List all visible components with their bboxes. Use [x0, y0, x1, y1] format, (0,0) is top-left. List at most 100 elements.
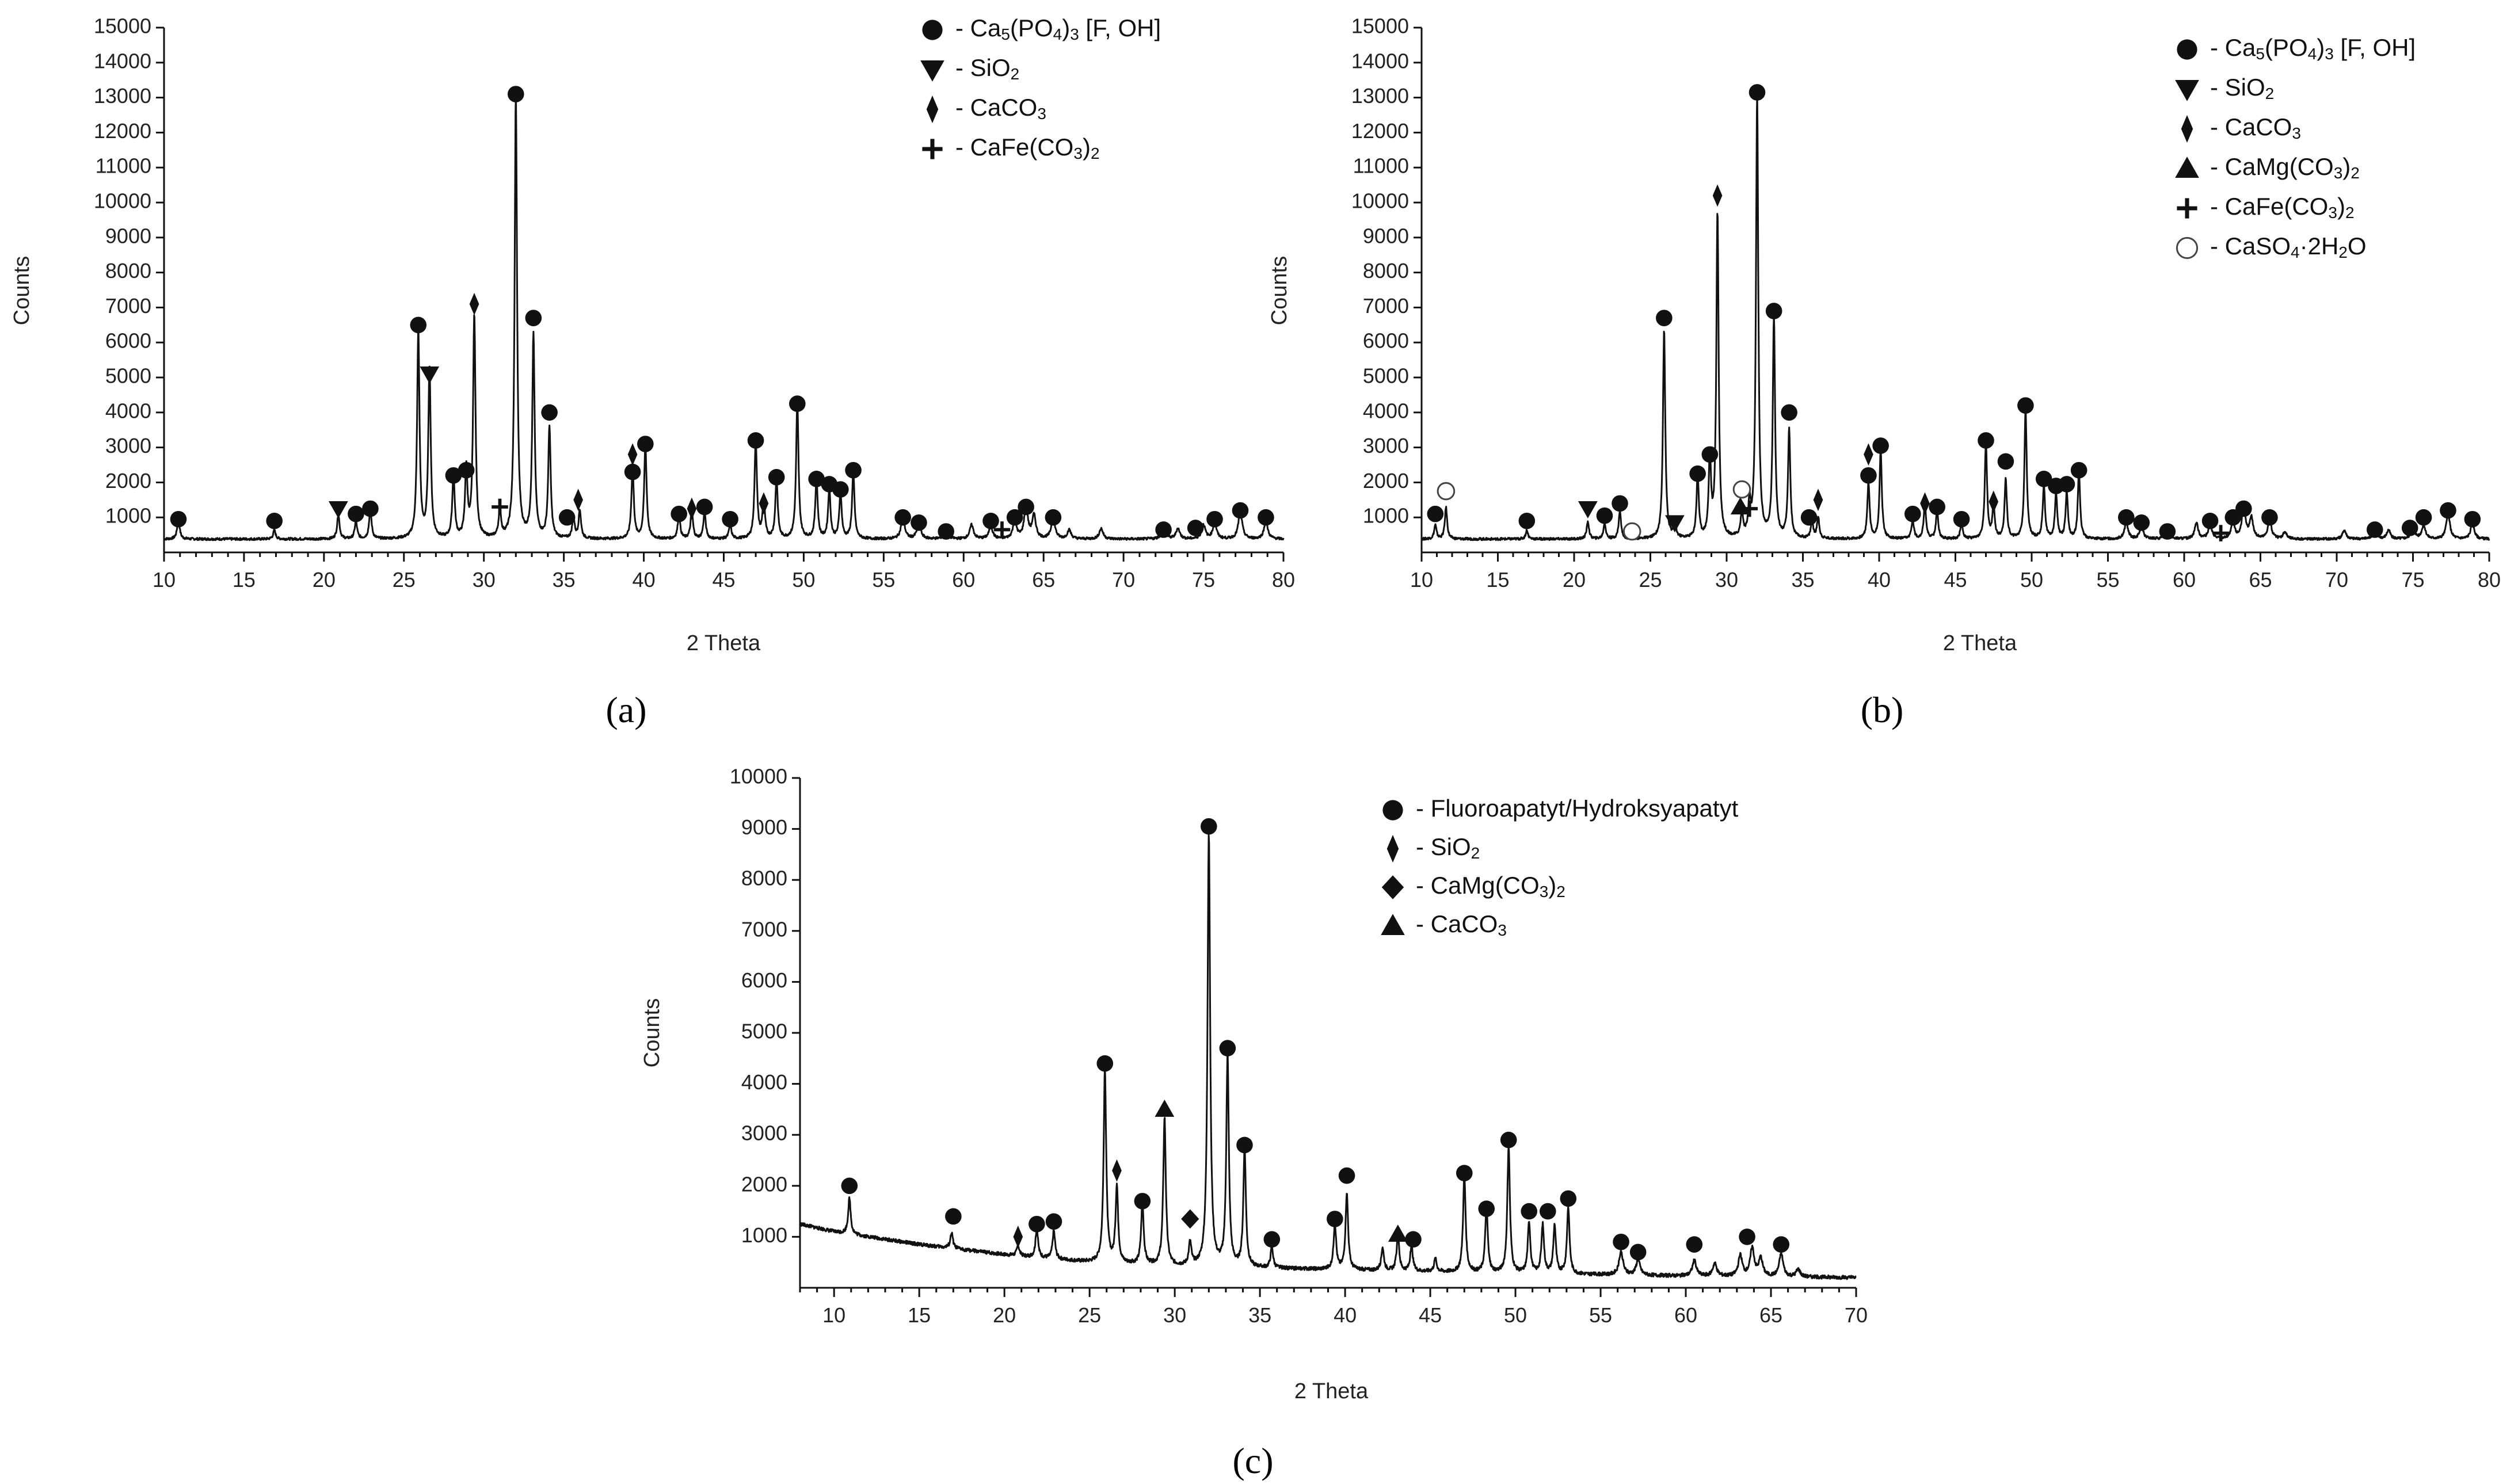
x-tick-label: 25 — [393, 568, 416, 592]
peak-marker-circle — [2464, 510, 2481, 528]
peak-marker-circle — [1155, 521, 1172, 538]
peak-marker-circle — [1045, 509, 1062, 526]
legend-entry: - SiO2 — [2210, 74, 2274, 102]
y-tick-label: 1000 — [105, 504, 151, 528]
peak-marker-triangle-up — [1730, 497, 1750, 514]
peak-marker-circle — [2118, 509, 2135, 526]
panel-label: (a) — [605, 689, 646, 730]
x-tick-label: 20 — [313, 568, 336, 592]
x-tick-label: 30 — [473, 568, 496, 592]
peak-marker-circle — [2058, 476, 2075, 493]
peak-marker-circle — [1187, 520, 1204, 536]
peak-marker-circle — [2415, 509, 2432, 526]
x-tick-label: 50 — [2020, 568, 2043, 592]
peak-marker-circle — [808, 471, 825, 487]
legend-entry: - Ca5(PO4)3 [F, OH] — [955, 14, 1161, 43]
peak-marker-circle — [845, 461, 862, 479]
x-tick-label: 55 — [1589, 1303, 1612, 1327]
y-tick-label: 3000 — [105, 434, 151, 457]
peak-marker-circle — [1953, 510, 1970, 528]
peak-marker-triangle-up — [1155, 1100, 1175, 1117]
x-tick-label: 45 — [712, 568, 735, 592]
peak-marker-triangle-down — [420, 366, 440, 384]
y-tick-label: 2000 — [741, 1172, 787, 1196]
peak-marker-diamond-thin — [1112, 1159, 1122, 1182]
y-tick-label: 4000 — [1363, 399, 1409, 422]
legend-symbol-circle — [1382, 800, 1403, 821]
peak-marker-circle — [1405, 1231, 1422, 1248]
panel-label: (b) — [1861, 689, 1904, 730]
y-tick-label: 13000 — [94, 84, 151, 108]
y-tick-label: 8000 — [1363, 259, 1409, 283]
peak-marker-circle — [1596, 507, 1613, 524]
peak-marker-circle — [1765, 303, 1782, 319]
y-tick-label: 9000 — [1363, 224, 1409, 247]
x-tick-label: 65 — [1032, 568, 1055, 592]
legend: - Fluoroapatyt/Hydroksyapatyt - SiO2 - CaM… — [1381, 795, 1739, 939]
legend-symbol-plus — [922, 139, 943, 159]
y-tick-label: 14000 — [1351, 49, 1409, 73]
peak-marker-circle — [266, 512, 283, 529]
x-axis-label: 2 Theta — [1943, 631, 2017, 655]
legend-entry: - Ca5(PO4)3 [F, OH] — [2210, 34, 2416, 63]
legend-symbol-circle-open — [2176, 236, 2199, 260]
x-tick-label: 40 — [1868, 568, 1891, 592]
peak-marker-circle — [1539, 1203, 1556, 1220]
peak-marker-circle — [945, 1208, 962, 1225]
peak-marker-circle — [2366, 521, 2383, 538]
x-tick-label: 15 — [908, 1303, 931, 1327]
peak-marker-circle — [458, 461, 475, 479]
legend-symbol-triangle-up — [2175, 157, 2199, 178]
peak-marker-circle — [1929, 498, 1945, 516]
peak-marker-circle — [982, 512, 999, 529]
legend-symbol-circle — [2177, 39, 2197, 60]
legend-entry: - CaMg(CO3)2 — [1416, 872, 1565, 901]
peak-marker-plus — [1741, 500, 1758, 517]
y-tick-label: 11000 — [96, 154, 151, 178]
y-tick-label: 7000 — [1363, 294, 1409, 318]
peak-marker-circle — [1748, 84, 1766, 101]
x-tick-label: 40 — [633, 568, 656, 592]
y-tick-label: 10000 — [730, 765, 787, 788]
legend-symbol-triangle-down — [920, 60, 944, 82]
x-tick-label: 75 — [2401, 568, 2424, 592]
x-tick-label: 50 — [1504, 1303, 1527, 1327]
y-tick-label: 13000 — [1351, 84, 1409, 108]
y-tick-label: 3000 — [741, 1121, 787, 1145]
legend-symbol-plus — [2177, 198, 2197, 219]
y-tick-label: 8000 — [105, 259, 151, 283]
peak-marker-circle — [1978, 432, 1994, 449]
y-tick-label: 5000 — [105, 364, 151, 388]
peak-marker-diamond-thin — [759, 492, 769, 515]
peak-marker-circle — [170, 510, 187, 528]
legend-entry: - SiO2 — [955, 54, 1019, 83]
x-axis-label: 2 Theta — [687, 631, 761, 655]
peak-marker-diamond — [1181, 1209, 1199, 1229]
y-tick-label: 9000 — [741, 815, 787, 839]
peak-marker-plus — [492, 498, 508, 516]
peak-marker-circle — [1701, 446, 1719, 463]
legend-symbol-diamond-thin — [2181, 115, 2193, 143]
x-tick-label: 20 — [1563, 568, 1586, 592]
peak-marker-circle — [1006, 509, 1023, 526]
legend-entry: - CaFe(CO3)2 — [2210, 193, 2355, 222]
x-tick-label: 55 — [2096, 568, 2119, 592]
x-tick-label: 15 — [1486, 568, 1509, 592]
legend: - Ca5(PO4)3 [F, OH] - SiO2 - CaCO3 - CaMg(C… — [2175, 34, 2416, 261]
peak-marker-triangle-down — [1665, 515, 1685, 533]
legend-entry: - CaMg(CO3)2 — [2210, 153, 2360, 182]
y-tick-label: 1000 — [741, 1223, 787, 1247]
peak-marker-plus — [2212, 525, 2229, 541]
peak-marker-circle — [938, 523, 955, 540]
x-tick-label: 60 — [952, 568, 975, 592]
x-tick-label: 35 — [1791, 568, 1814, 592]
legend: - Ca5(PO4)3 [F, OH] - SiO2 - CaCO3 - CaFe(C… — [920, 14, 1161, 162]
peak-marker-circle — [1612, 495, 1628, 512]
y-tick-label: 7000 — [741, 917, 787, 941]
peak-marker-plus — [993, 521, 1011, 538]
legend-entry: - CaCO3 — [2210, 113, 2301, 142]
peak-marker-circle — [2070, 461, 2087, 479]
peak-marker-circle-open — [1437, 482, 1456, 501]
peak-marker-circle — [637, 436, 654, 452]
panel-label: (c) — [1232, 1440, 1273, 1481]
